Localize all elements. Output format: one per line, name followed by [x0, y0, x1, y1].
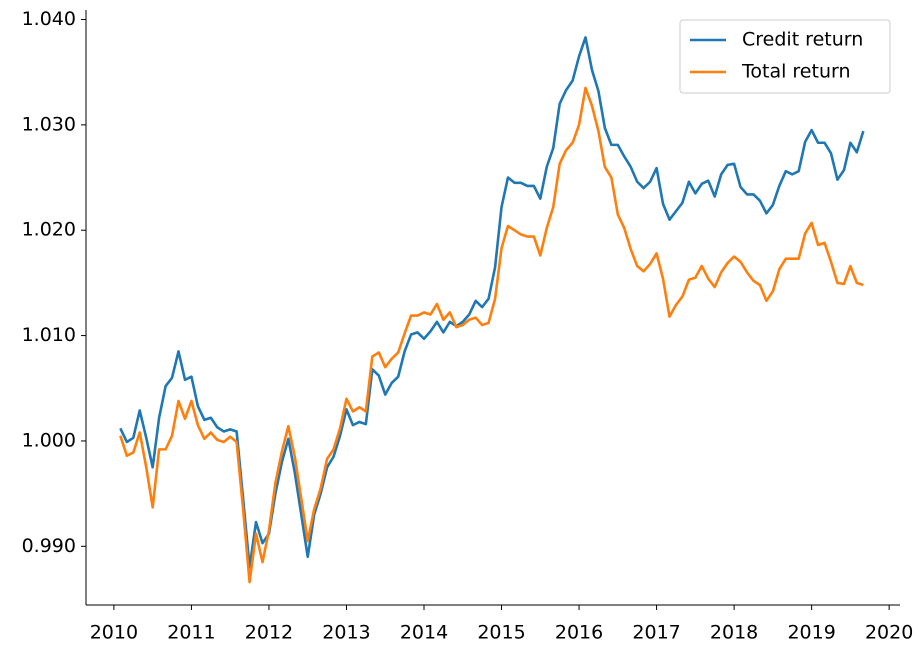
legend-label: Credit return: [742, 29, 863, 51]
y-tick-label: 1.020: [22, 219, 76, 241]
line-series: [119, 36, 865, 569]
y-tick-label: 0.990: [22, 535, 76, 557]
x-tick-label: 2015: [477, 622, 525, 644]
x-tick-label: 2014: [400, 622, 448, 644]
x-tick-label: 2017: [632, 622, 680, 644]
x-tick-label: 2013: [322, 622, 370, 644]
y-tick-label: 1.030: [22, 113, 76, 135]
x-tick-label: 2020: [865, 622, 913, 644]
legend-box: [679, 19, 891, 94]
x-tick-label: 2012: [245, 622, 293, 644]
y-tick-label: 1.040: [22, 8, 76, 30]
legend-label: Total return: [741, 61, 851, 83]
line-series: [119, 86, 864, 584]
x-tick-label: 2011: [167, 622, 215, 644]
y-tick-label: 1.010: [22, 324, 76, 346]
x-tick-label: 2019: [787, 622, 835, 644]
x-tick-label: 2016: [555, 622, 603, 644]
y-tick-label: 1.000: [22, 429, 76, 451]
x-tick-label: 2018: [710, 622, 758, 644]
x-tick-label: 2010: [90, 622, 138, 644]
